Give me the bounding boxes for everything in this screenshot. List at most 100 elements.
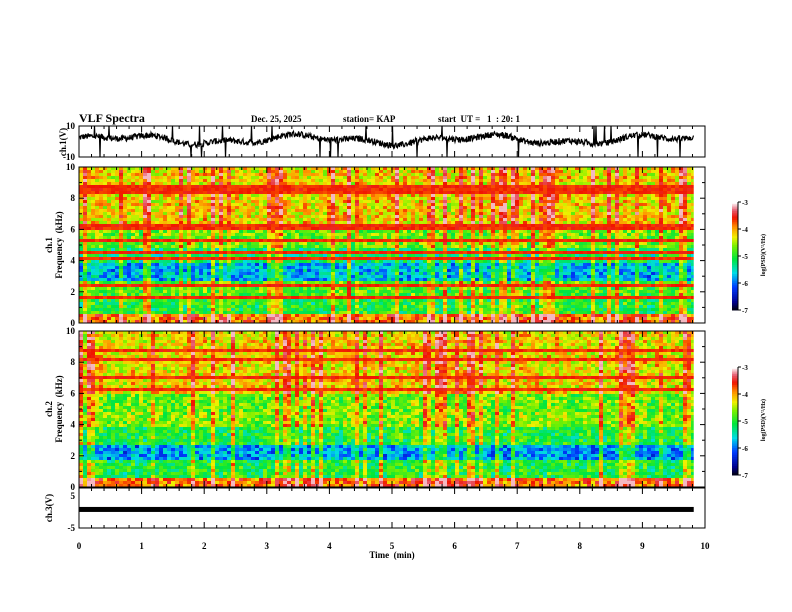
spectrogram-cell (159, 251, 163, 254)
spectrogram-cell (687, 236, 691, 239)
spectrogram-cell (671, 197, 675, 200)
spectrogram-cell (275, 239, 279, 242)
spectrogram-cell (411, 248, 415, 251)
spectrogram-cell (347, 227, 351, 230)
spectrogram-cell (567, 209, 571, 212)
spectrogram-cell (327, 230, 331, 233)
spectrogram-cell (239, 191, 243, 194)
spectrogram-cell (595, 209, 599, 212)
spectrogram-cell (467, 200, 471, 203)
spectrogram-cell (287, 260, 291, 263)
spectrogram-cell (635, 248, 639, 251)
spectrogram-cell (327, 197, 331, 200)
spectrogram-cell (91, 185, 95, 188)
spectrogram-cell (223, 203, 227, 206)
spectrogram-cell (123, 191, 127, 194)
spectrogram-cell (491, 209, 495, 212)
spectrogram-cell (535, 221, 539, 224)
spectrogram-cell (87, 212, 91, 215)
spectrogram-cell (667, 221, 671, 224)
spectrogram-cell (539, 209, 543, 212)
spectrogram-cell (99, 167, 103, 170)
spectrogram-cell (103, 254, 107, 257)
spectrogram-cell (155, 191, 159, 194)
spectrogram-cell (463, 254, 467, 257)
spectrogram-cell (307, 248, 311, 251)
spectrogram-cell (407, 185, 411, 188)
spectrogram-cell (391, 236, 395, 239)
spectrogram-cell (487, 257, 491, 260)
spectrogram-cell (599, 206, 603, 209)
spectrogram-cell (91, 209, 95, 212)
spectrogram-cell (523, 200, 527, 203)
spectrogram-cell (363, 209, 367, 212)
spectrogram-cell (307, 167, 311, 170)
spectrogram-cell (531, 173, 535, 176)
spectrogram-cell (335, 188, 339, 191)
spectrogram-cell (515, 251, 519, 254)
spectrogram-cell (199, 251, 203, 254)
spectrogram-cell (651, 242, 655, 245)
spectrogram-cell (207, 170, 211, 173)
spectrogram-cell (115, 185, 119, 188)
spectrogram-cell (191, 257, 195, 260)
spectrogram-cell (423, 224, 427, 227)
spectrogram-cell (347, 257, 351, 260)
spectrogram-cell (507, 176, 511, 179)
spectrogram-cell (523, 209, 527, 212)
spectrogram-cell (679, 254, 683, 257)
spectrogram-cell (203, 218, 207, 221)
spectrogram-cell (547, 206, 551, 209)
spectrogram-cell (267, 188, 271, 191)
spectrogram-cell (267, 176, 271, 179)
spectrogram-cell (251, 170, 255, 173)
spectrogram-cell (371, 185, 375, 188)
spectrogram-cell (439, 173, 443, 176)
spectrogram-cell (391, 224, 395, 227)
spectrogram-cell (135, 260, 139, 263)
spectrogram-cell (323, 203, 327, 206)
spectrogram-cell (275, 224, 279, 227)
spectrogram-cell (603, 254, 607, 257)
spectrogram-cell (339, 194, 343, 197)
spectrogram-cell (619, 215, 623, 218)
spectrogram-cell (111, 194, 115, 197)
spectrogram-cell (223, 245, 227, 248)
spectrogram-cell (111, 239, 115, 242)
spectrogram-cell (231, 167, 235, 170)
spectrogram-cell (579, 251, 583, 254)
spectrogram-cell (103, 197, 107, 200)
spectrogram-cell (107, 176, 111, 179)
spectrogram-cell (99, 215, 103, 218)
spectrogram-cell (403, 212, 407, 215)
spectrogram-cell (523, 176, 527, 179)
spectrogram-cell (435, 233, 439, 236)
spectrogram-cell (95, 221, 99, 224)
spectrogram-cell (563, 242, 567, 245)
spectrogram-cell (175, 206, 179, 209)
spectrogram-cell (419, 236, 423, 239)
spectrogram-cell (243, 233, 247, 236)
spectrogram-cell (587, 236, 591, 239)
spectrogram-cell (651, 191, 655, 194)
spectrogram-cell (455, 230, 459, 233)
spectrogram-cell (239, 239, 243, 242)
spectrogram-cell (623, 245, 627, 248)
spectrogram-cell (179, 227, 183, 230)
spectrogram-cell (187, 167, 191, 170)
spectrogram-cell (135, 188, 139, 191)
spectrogram-cell (195, 257, 199, 260)
spectrogram-cell (399, 245, 403, 248)
spectrogram-cell (411, 185, 415, 188)
spectrogram-cell (419, 203, 423, 206)
spectrogram-cell (631, 176, 635, 179)
spectrogram-cell (383, 251, 387, 254)
spectrogram-cell (151, 221, 155, 224)
spectrogram-cell (159, 257, 163, 260)
spectrogram-cell (199, 254, 203, 257)
spectrogram-cell (683, 182, 687, 185)
spectrogram-cell (587, 224, 591, 227)
spectrogram-cell (579, 212, 583, 215)
spectrogram-cell (631, 203, 635, 206)
spectrogram-cell (475, 182, 479, 185)
